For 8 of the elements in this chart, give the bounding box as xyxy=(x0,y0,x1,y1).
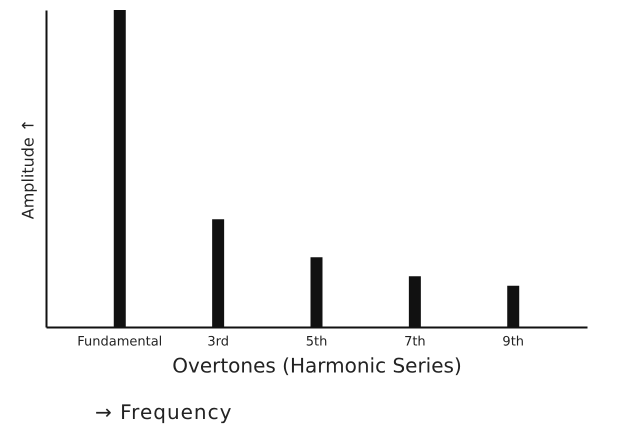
x-tick-label: 3rd xyxy=(207,334,229,350)
x-tick-label: 7th xyxy=(404,334,426,350)
y-axis-title: Amplitude ↑ xyxy=(18,118,38,220)
x-axis-title: Overtones (Harmonic Series) xyxy=(172,354,462,378)
x-tick-label: 5th xyxy=(306,334,328,350)
x-tick-label: Fundamental xyxy=(77,334,162,350)
x-tick-label: 9th xyxy=(502,334,524,350)
text: → Frequency xyxy=(94,399,234,424)
